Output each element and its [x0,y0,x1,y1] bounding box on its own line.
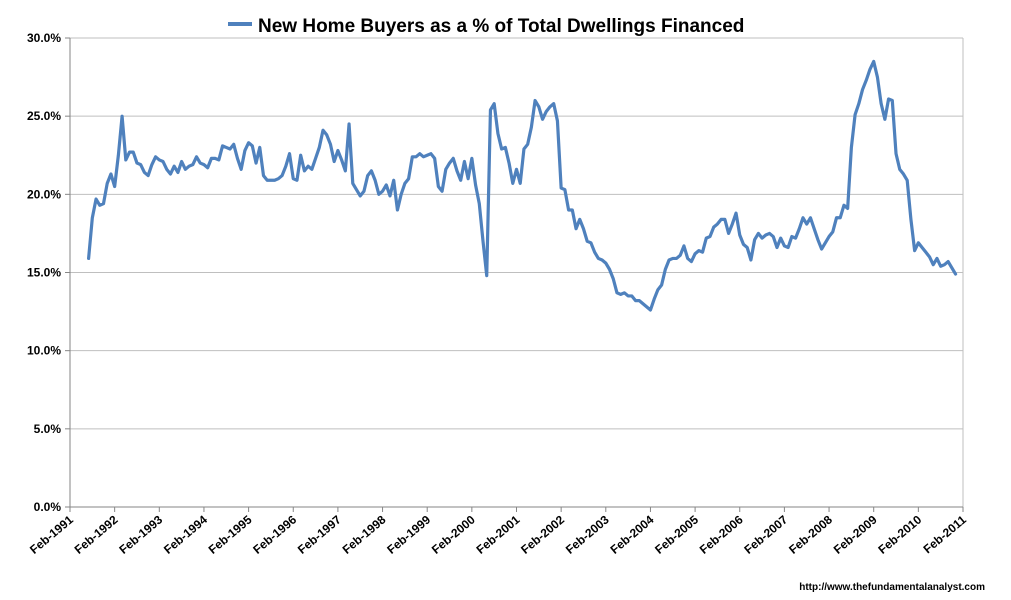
source-credit: http://www.thefundamentalanalyst.com [799,582,985,593]
gridlines [70,37,964,507]
y-tick-label: 25.0% [27,109,61,123]
legend-label: New Home Buyers as a % of Total Dwelling… [258,16,744,37]
legend: New Home Buyers as a % of Total Dwelling… [228,16,744,37]
series-line [87,59,958,312]
y-tick-label: 0.0% [34,500,62,514]
series-layer [87,59,958,312]
y-axis-ticks: 0.0% 5.0% 10.0% 15.0% 20.0% 25.0% 30.0% [27,31,70,514]
y-tick-label: 10.0% [27,344,61,358]
y-tick-label: 30.0% [27,31,61,45]
y-tick-label: 20.0% [27,187,61,201]
y-tick-label: 5.0% [34,422,62,436]
y-tick-label: 15.0% [27,266,61,280]
